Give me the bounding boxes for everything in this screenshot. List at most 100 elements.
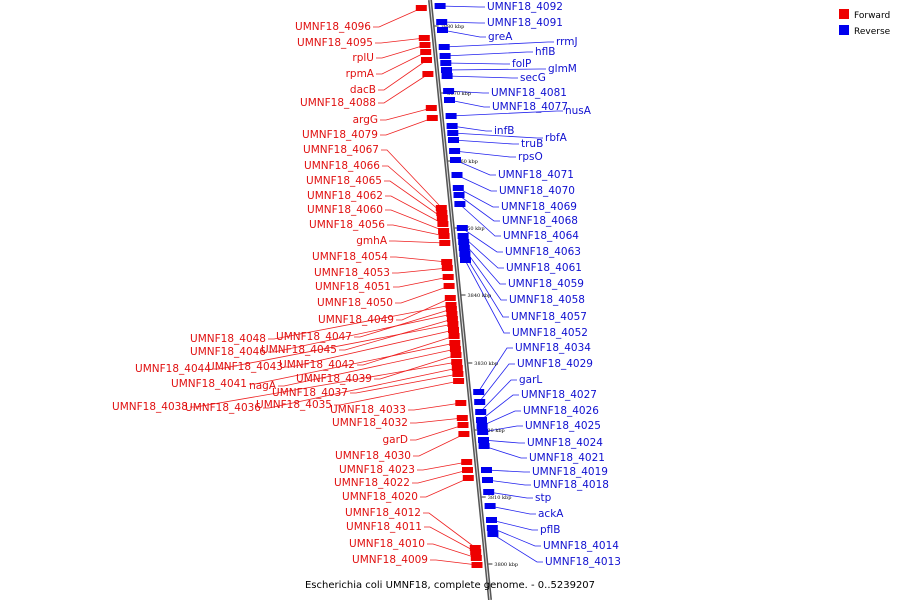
- reverse-gene-arrow: [453, 192, 465, 198]
- reverse-leader-line: [456, 174, 497, 192]
- forward-gene-label: gmhA: [356, 235, 388, 247]
- forward-leader-line: [395, 285, 450, 304]
- forward-gene-arrow: [438, 233, 450, 239]
- forward-gene-label: UMNF18_4049: [318, 314, 394, 326]
- reverse-gene-arrow: [478, 437, 489, 443]
- reverse-gene-arrow: [476, 423, 488, 429]
- forward-leader-line: [339, 318, 454, 351]
- scale-tick-label: 3830 kbp: [474, 361, 498, 367]
- forward-gene-label: UMNF18_4030: [335, 450, 411, 462]
- forward-leader-line: [385, 209, 445, 232]
- reverse-gene-arrow: [486, 517, 497, 523]
- reverse-leader-line: [452, 139, 519, 145]
- reverse-gene-arrow: [436, 19, 448, 25]
- reverse-leader-line: [445, 62, 510, 65]
- reverse-gene-arrow: [441, 73, 453, 79]
- forward-gene-arrow: [452, 371, 464, 377]
- reverse-gene-label: UMNF18_4068: [502, 215, 578, 227]
- forward-leader-line: [213, 323, 454, 370]
- reverse-gene-label: UMNF18_4034: [515, 342, 591, 354]
- gene-features: [415, 3, 499, 568]
- forward-leader-line: [389, 240, 446, 244]
- scale-tick-label: 3800 kbp: [494, 562, 518, 568]
- forward-gene-arrow: [436, 215, 448, 221]
- forward-gene-label: UMNF18_4036: [185, 402, 261, 414]
- reverse-leader-line: [485, 469, 530, 473]
- reverse-gene-arrow: [481, 467, 492, 473]
- reverse-gene-arrow: [476, 417, 487, 423]
- reverse-gene-label: infB: [494, 125, 514, 137]
- forward-leader-line: [268, 304, 452, 340]
- forward-gene-arrow: [419, 42, 431, 48]
- reverse-gene-label: nusA: [565, 105, 592, 117]
- forward-gene-arrow: [439, 240, 451, 246]
- reverse-gene-arrow: [478, 443, 490, 449]
- reverse-leader-line: [450, 110, 563, 117]
- reverse-leader-line: [448, 99, 490, 108]
- reverse-gene-arrow: [447, 130, 459, 136]
- forward-gene-arrow: [448, 333, 460, 339]
- reverse-gene-label: UMNF18_4081: [491, 87, 567, 99]
- forward-gene-label: UMNF18_4051: [315, 281, 391, 293]
- forward-gene-label: UMNF18_4060: [307, 204, 383, 216]
- forward-leader-line: [334, 380, 460, 406]
- forward-gene-arrow: [422, 71, 434, 77]
- legend-reverse-swatch: [839, 25, 849, 35]
- forward-gene-label: UMNF18_4043: [207, 361, 283, 373]
- reverse-gene-arrow: [439, 53, 451, 59]
- forward-gene-label: UMNF18_4067: [303, 144, 379, 156]
- reverse-leader-line: [491, 527, 541, 547]
- forward-gene-arrow: [471, 562, 483, 568]
- scale-tick-label: 3880 kbp: [441, 24, 465, 30]
- forward-leader-line: [374, 354, 457, 380]
- reverse-leader-line: [490, 519, 538, 531]
- reverse-leader-line: [441, 29, 486, 38]
- gene-labels: UMNF18_4096UMNF18_4095rplUrpmAdacBUMNF18…: [112, 1, 621, 568]
- forward-leader-line: [384, 180, 444, 219]
- reverse-leader-line: [454, 159, 496, 176]
- forward-gene-label: UMNF18_4012: [345, 507, 421, 519]
- forward-leader-line: [390, 256, 448, 263]
- legend-reverse-label: Reverse: [854, 27, 891, 37]
- forward-gene-label: UMNF18_4047: [276, 331, 352, 343]
- reverse-leader-line: [464, 253, 509, 318]
- forward-leader-line: [263, 367, 458, 409]
- forward-gene-label: UMNF18_4050: [317, 297, 393, 309]
- forward-gene-arrow: [437, 221, 449, 227]
- reverse-gene-arrow: [487, 531, 499, 537]
- forward-gene-label: UMNF18_4022: [334, 477, 410, 489]
- scale-tick-label: 3820 kbp: [481, 428, 505, 434]
- forward-gene-arrow: [462, 475, 474, 481]
- reverse-gene-label: UMNF18_4069: [501, 201, 577, 213]
- legend-forward-label: Forward: [854, 11, 890, 21]
- forward-gene-label: nagA: [249, 380, 277, 392]
- reverse-gene-arrow: [459, 251, 471, 257]
- forward-leader-line: [268, 313, 453, 353]
- reverse-gene-arrow: [443, 88, 455, 94]
- reverse-leader-line: [459, 203, 501, 237]
- forward-gene-arrow: [426, 115, 438, 121]
- forward-gene-arrow: [446, 311, 458, 317]
- forward-gene-label: UMNF18_4088: [300, 97, 376, 109]
- reverse-gene-arrow: [438, 44, 450, 50]
- forward-gene-arrow: [444, 295, 456, 301]
- scale-tick-label: 3870 kbp: [447, 91, 471, 97]
- forward-leader-line: [392, 267, 448, 274]
- reverse-gene-arrow: [483, 489, 495, 495]
- forward-gene-arrow: [448, 327, 459, 333]
- forward-gene-arrow: [441, 265, 453, 271]
- reverse-leader-line: [492, 533, 543, 563]
- forward-gene-arrow: [425, 105, 437, 111]
- reverse-gene-label: UMNF18_4070: [499, 185, 575, 197]
- forward-leader-line: [354, 308, 453, 338]
- reverse-gene-arrow: [477, 429, 489, 435]
- forward-gene-arrow: [445, 306, 457, 312]
- reverse-leader-line: [445, 68, 546, 71]
- reverse-leader-line: [488, 491, 533, 499]
- reverse-gene-arrow: [449, 148, 461, 154]
- reverse-gene-label: rpsO: [518, 151, 543, 163]
- forward-leader-line: [410, 417, 463, 424]
- reverse-gene-label: UMNF18_4059: [508, 278, 584, 290]
- legend: Forward Reverse: [839, 9, 891, 37]
- forward-gene-arrow: [458, 431, 470, 437]
